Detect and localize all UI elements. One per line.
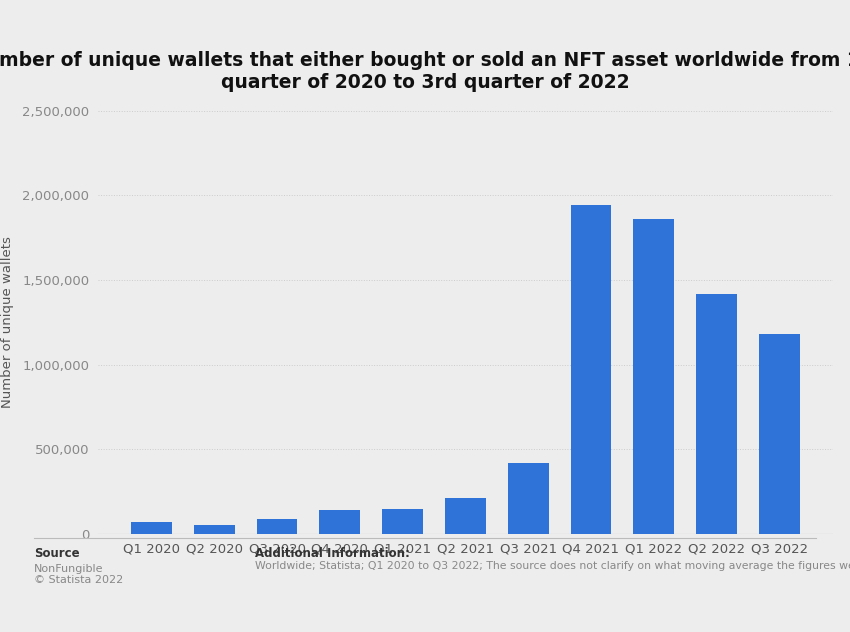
Text: Additional Information:: Additional Information: <box>255 547 410 560</box>
Bar <box>507 463 548 534</box>
Bar <box>759 334 800 534</box>
Bar <box>320 510 360 534</box>
Bar <box>633 219 674 534</box>
Bar <box>570 205 611 534</box>
Text: Number of unique wallets that either bought or sold an NFT asset worldwide from : Number of unique wallets that either bou… <box>0 51 850 92</box>
Bar <box>194 525 235 534</box>
Bar <box>382 509 423 534</box>
Text: Source: Source <box>34 547 80 560</box>
Bar <box>696 293 737 534</box>
Bar <box>257 520 298 534</box>
Text: Worldwide; Statista; Q1 2020 to Q3 2022; The source does not clarify on what mov: Worldwide; Statista; Q1 2020 to Q3 2022;… <box>255 561 850 571</box>
Y-axis label: Number of unique wallets: Number of unique wallets <box>1 236 14 408</box>
Bar <box>131 521 172 534</box>
Bar <box>445 499 485 534</box>
Text: NonFungible
© Statista 2022: NonFungible © Statista 2022 <box>34 564 123 585</box>
